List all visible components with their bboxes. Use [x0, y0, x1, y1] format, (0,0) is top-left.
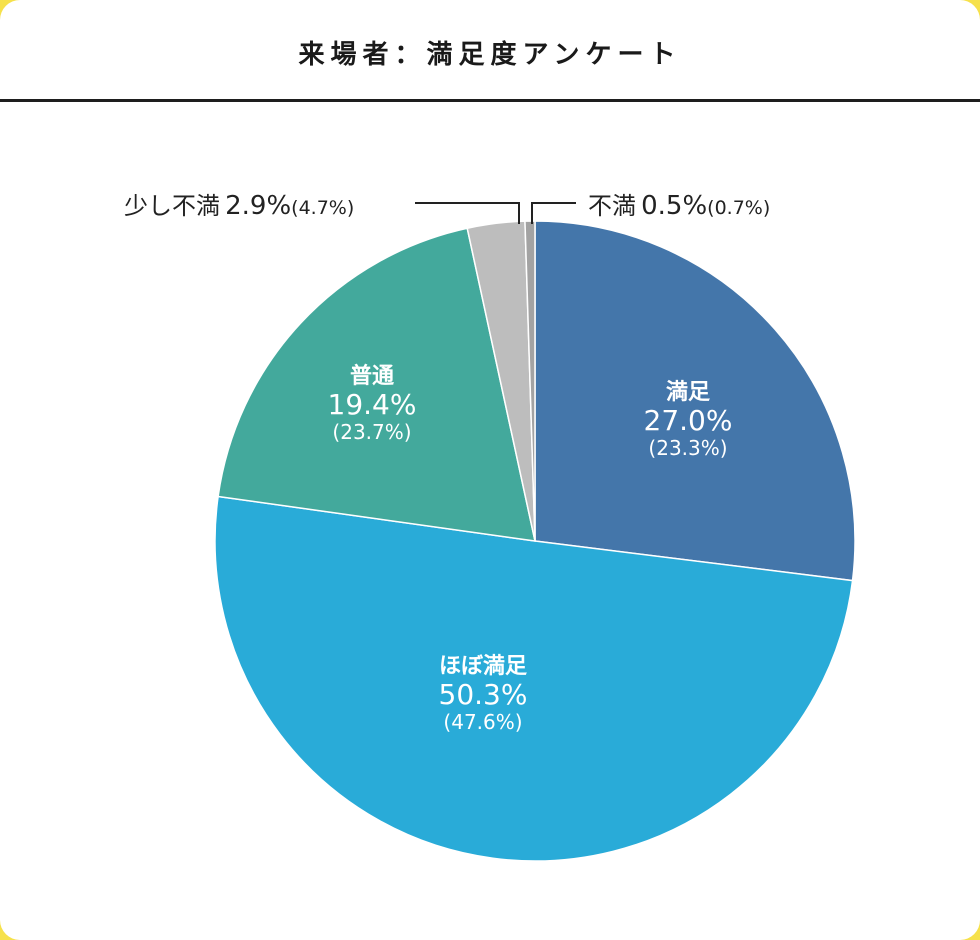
title-divider [0, 99, 980, 102]
slice-label-mostly-satisfied: ほぼ満足 50.3% (47.6%) [439, 654, 528, 734]
slice-value: 50.3% [438, 678, 528, 712]
pie-slice-1 [214, 495, 854, 862]
pie-slice-4 [524, 220, 536, 542]
slice-previous: (23.3%) [648, 436, 728, 461]
slice-previous: (23.7%) [332, 420, 412, 445]
slice-value: 27.0% [643, 404, 733, 438]
slice-previous: (47.6%) [443, 710, 523, 735]
slice-label-slightly-dissatisfied: 少し不満 2.9%(4.7%) [124, 186, 354, 221]
slice-name: ほぼ満足 [438, 654, 528, 679]
slice-previous: (0.7%) [707, 197, 771, 219]
slice-label-satisfied: 満足 27.0% (23.3%) [644, 380, 733, 460]
slice-label-neutral: 普通 19.4% (23.7%) [328, 364, 417, 444]
slice-previous: (4.7%) [291, 197, 355, 219]
pie-slice-2 [217, 227, 536, 542]
slice-name: 普通 [349, 364, 395, 389]
slice-value: 19.4% [327, 388, 417, 422]
slice-label-dissatisfied: 不満 0.5%(0.7%) [588, 186, 770, 221]
slice-name: 少し不満 [124, 192, 220, 220]
slice-name: 不満 [588, 192, 636, 220]
chart-title: 来場者：満足度アンケート [298, 40, 682, 70]
slice-name: 満足 [665, 380, 711, 405]
leader-line-dissatisfied [531, 202, 576, 224]
leader-line-slightly-dissatisfied [415, 202, 520, 224]
slice-value: 2.9% [225, 191, 292, 221]
pie-slice-0 [534, 220, 856, 582]
slice-value: 0.5% [641, 191, 708, 221]
